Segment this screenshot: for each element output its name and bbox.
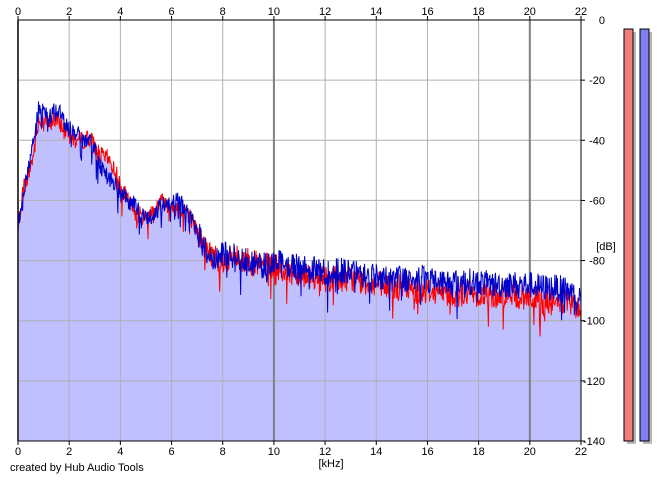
y-tick-label: -20 [589,75,605,87]
x-tick-label-top: 0 [15,6,21,18]
level-meter-red [623,28,634,442]
x-tick-label-bottom: 8 [220,446,226,458]
x-tick-label-top: 10 [268,6,280,18]
x-tick-label-bottom: 2 [66,446,72,458]
y-tick-label: -140 [583,436,605,448]
x-tick-label-bottom: 0 [15,446,21,458]
x-tick-label-bottom: 18 [473,446,485,458]
y-tick-label: -120 [583,376,605,388]
y-tick-label: -80 [589,256,605,268]
y-tick-label: -40 [589,135,605,147]
x-tick-label-bottom: 22 [575,446,587,458]
level-meter-blue [639,28,650,442]
x-tick-label-top: 12 [319,6,331,18]
x-tick-label-top: 8 [220,6,226,18]
x-tick-label-bottom: 20 [524,446,536,458]
x-tick-label-top: 22 [575,6,587,18]
x-tick-label-bottom: 10 [268,446,280,458]
x-tick-label-bottom: 4 [117,446,123,458]
y-axis-label: [dB] [596,241,616,253]
x-tick-label-top: 2 [66,6,72,18]
x-tick-label-top: 18 [473,6,485,18]
x-tick-label-bottom: 12 [319,446,331,458]
x-tick-label-bottom: 6 [168,446,174,458]
plot-border [17,19,582,442]
x-tick-label-top: 4 [117,6,123,18]
series-line-blue [17,101,582,321]
y-tick-label: 0 [599,15,605,27]
x-axis-label: [kHz] [318,458,343,470]
x-tick-label-bottom: 16 [421,446,433,458]
credit-text: created by Hub Audio Tools [10,462,144,474]
spectrum-fill-area [18,101,581,442]
x-tick-label-top: 14 [370,6,382,18]
y-tick-label: -60 [589,195,605,207]
x-tick-label-top: 16 [421,6,433,18]
x-tick-label-top: 6 [168,6,174,18]
y-tick-label: -100 [583,316,605,328]
x-tick-label-bottom: 14 [370,446,382,458]
x-tick-label-top: 20 [524,6,536,18]
